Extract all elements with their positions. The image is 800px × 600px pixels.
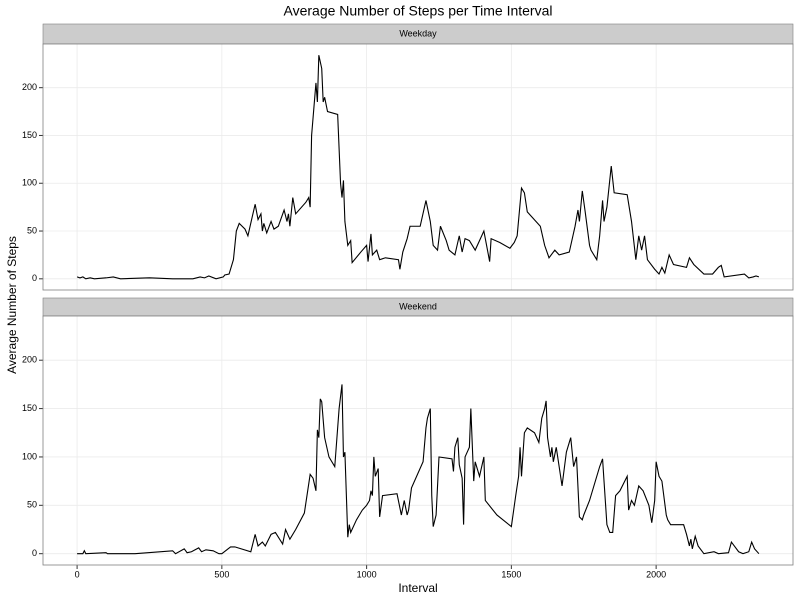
y-tick-label: 50: [27, 225, 37, 235]
y-tick-label: 50: [27, 500, 37, 510]
y-axis-label: Average Number of Steps: [5, 236, 19, 374]
chart-title: Average Number of Steps per Time Interva…: [284, 3, 553, 19]
y-tick-label: 100: [22, 451, 37, 461]
y-tick-label: 0: [32, 273, 37, 283]
y-tick-label: 150: [22, 130, 37, 140]
y-tick-label: 200: [22, 82, 37, 92]
strip-label: Weekend: [399, 301, 437, 311]
x-tick-label: 1000: [357, 569, 377, 579]
y-tick-label: 200: [22, 355, 37, 365]
x-tick-label: 0: [75, 569, 80, 579]
y-tick-label: 100: [22, 178, 37, 188]
x-tick-label: 500: [214, 569, 229, 579]
x-axis-label: Interval: [398, 581, 437, 595]
panel: [43, 44, 793, 290]
strip-label: Weekday: [399, 28, 437, 38]
line: [76, 55, 760, 280]
panel: [43, 316, 793, 565]
x-tick-label: 1500: [501, 569, 521, 579]
panel-border: [42, 43, 794, 291]
x-tick-label: 2000: [646, 569, 666, 579]
y-tick-label: 0: [32, 548, 37, 558]
panel-border: [42, 315, 794, 566]
y-tick-label: 150: [22, 403, 37, 413]
line: [77, 384, 760, 555]
